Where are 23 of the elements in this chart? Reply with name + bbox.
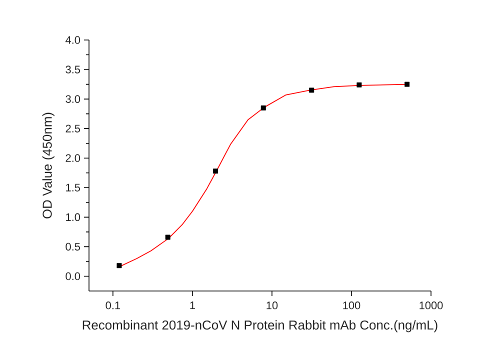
point <box>404 82 410 87</box>
y-tick-label: 1.0 <box>66 213 80 222</box>
point <box>260 105 266 110</box>
point <box>116 263 122 268</box>
y-tick-label: 0.5 <box>66 242 80 251</box>
y-tick-label: 1.5 <box>66 184 80 192</box>
y-tick-label: 3.0 <box>66 95 80 103</box>
point <box>213 168 218 174</box>
x-tick-label: 100 <box>343 302 360 310</box>
y-tick-label: 3.5 <box>66 66 80 74</box>
x-tick-label: 1000 <box>420 302 443 310</box>
point <box>165 234 170 240</box>
x-tick-label: 10 <box>266 302 278 310</box>
x-axis-title: Recombinant 2019-nCoV N Protein Rabbit mAb Conc.(ng/mL) <box>82 320 438 332</box>
x-tick-label: 0.1 <box>106 302 120 310</box>
x-tick-label: 1 <box>190 302 195 310</box>
y-tick-label: 0.0 <box>66 272 80 280</box>
point <box>309 88 314 93</box>
y-tick-label: 4.0 <box>66 36 80 44</box>
y-tick-label: 2.0 <box>66 154 80 162</box>
point <box>356 82 362 88</box>
y-tick-label: 2.5 <box>66 124 80 132</box>
y-axis-title: OD Value (450nm) <box>42 112 54 218</box>
